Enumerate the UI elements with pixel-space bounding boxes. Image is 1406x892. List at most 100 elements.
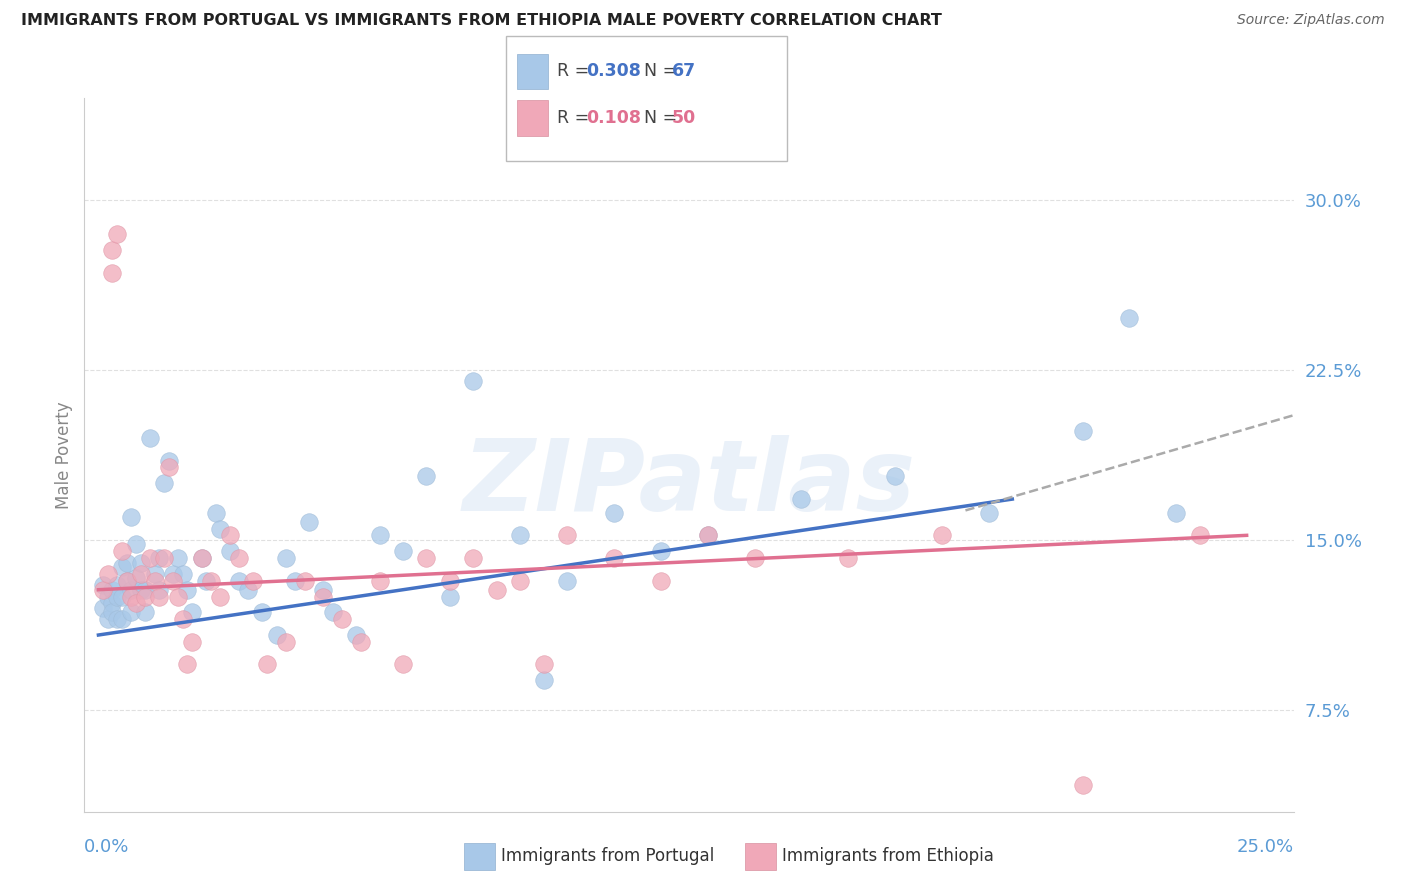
Point [190, 551, 212, 566]
Text: 67: 67 [672, 62, 696, 80]
Point [115, 574, 138, 588]
Point [330, 612, 353, 626]
Point [101, 243, 124, 257]
Point [143, 574, 166, 588]
Point [209, 590, 232, 604]
Point [91, 582, 114, 597]
Point [148, 582, 170, 597]
Text: R =: R = [557, 62, 595, 80]
Point [111, 612, 134, 626]
Text: Immigrants from Ethiopia: Immigrants from Ethiopia [782, 847, 994, 865]
Point [143, 566, 166, 581]
Point [181, 606, 204, 620]
Point [977, 506, 1000, 520]
Point [312, 582, 335, 597]
Text: ZIPatlas: ZIPatlas [463, 435, 915, 532]
Point [200, 574, 222, 588]
Point [181, 635, 204, 649]
Point [931, 528, 953, 542]
Point [696, 528, 718, 542]
Point [97, 566, 120, 581]
Point [172, 566, 194, 581]
Point [148, 590, 170, 604]
Point [195, 574, 218, 588]
Point [1118, 310, 1140, 325]
Point [350, 635, 373, 649]
Point [884, 469, 907, 483]
Point [139, 431, 162, 445]
Point [790, 492, 813, 507]
Point [312, 590, 335, 604]
Point [463, 551, 485, 566]
Text: 0.308: 0.308 [586, 62, 641, 80]
Text: 25.0%: 25.0% [1236, 838, 1294, 856]
Point [650, 544, 672, 558]
Point [392, 544, 415, 558]
Text: IMMIGRANTS FROM PORTUGAL VS IMMIGRANTS FROM ETHIOPIA MALE POVERTY CORRELATION CH: IMMIGRANTS FROM PORTUGAL VS IMMIGRANTS F… [21, 13, 942, 29]
Text: Immigrants from Portugal: Immigrants from Portugal [501, 847, 714, 865]
Point [298, 515, 321, 529]
Point [533, 673, 555, 688]
Point [129, 566, 152, 581]
Text: 50: 50 [672, 109, 696, 127]
Point [266, 628, 288, 642]
Point [153, 476, 176, 491]
Text: Source: ZipAtlas.com: Source: ZipAtlas.com [1237, 13, 1385, 28]
Point [91, 578, 114, 592]
Point [105, 590, 128, 604]
Point [105, 612, 128, 626]
Point [176, 657, 198, 672]
Point [368, 528, 391, 542]
Point [105, 578, 128, 592]
Point [1071, 778, 1094, 792]
Point [125, 537, 148, 551]
Text: 0.108: 0.108 [586, 109, 641, 127]
Point [509, 528, 531, 542]
Point [650, 574, 672, 588]
Point [111, 590, 134, 604]
Point [101, 596, 124, 610]
Point [129, 556, 152, 570]
Point [252, 606, 274, 620]
Point [1166, 506, 1188, 520]
Point [162, 566, 184, 581]
Point [209, 522, 232, 536]
Point [120, 582, 142, 597]
Point [463, 374, 485, 388]
Point [238, 582, 260, 597]
Text: R =: R = [557, 109, 595, 127]
Point [218, 528, 240, 542]
Point [153, 551, 176, 566]
Text: N =: N = [633, 109, 682, 127]
Point [157, 460, 180, 475]
Point [415, 551, 437, 566]
Point [97, 590, 120, 604]
Point [139, 551, 162, 566]
Point [129, 582, 152, 597]
Point [509, 574, 531, 588]
Point [485, 582, 508, 597]
Point [97, 612, 120, 626]
Text: N =: N = [633, 62, 682, 80]
Point [172, 612, 194, 626]
Point [256, 657, 278, 672]
Point [284, 574, 307, 588]
Point [603, 506, 626, 520]
Point [228, 574, 250, 588]
Point [125, 571, 148, 585]
Point [125, 596, 148, 610]
Point [322, 606, 344, 620]
Point [603, 551, 626, 566]
Point [415, 469, 437, 483]
Point [101, 606, 124, 620]
Point [392, 657, 415, 672]
Point [294, 574, 316, 588]
Point [533, 657, 555, 672]
Point [274, 635, 297, 649]
Point [105, 227, 128, 241]
Point [555, 528, 578, 542]
Point [101, 266, 124, 280]
Point [134, 582, 156, 597]
Point [120, 590, 142, 604]
Point [120, 606, 142, 620]
